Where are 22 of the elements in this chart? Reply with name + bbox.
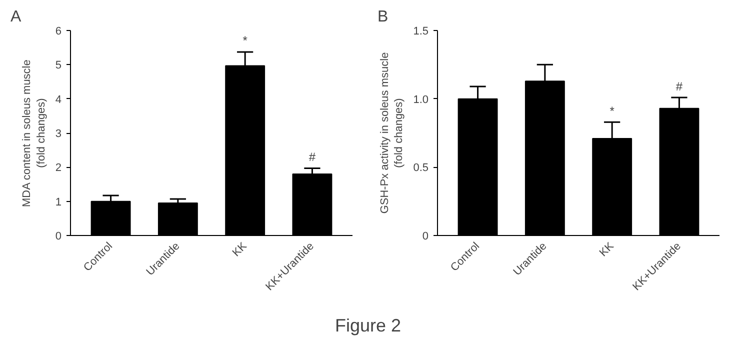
y-tick-label: 1 bbox=[55, 196, 62, 208]
caption: Figure 2 bbox=[334, 316, 402, 336]
y-tick-label: 6 bbox=[55, 26, 62, 38]
y-tick-label: 2 bbox=[55, 162, 62, 174]
y-axis-title: GSH-Px activity in soleus msucle (fold changes) bbox=[378, 52, 406, 214]
y-tick-label: 5 bbox=[55, 60, 62, 72]
y-tick-label: 3 bbox=[55, 128, 62, 140]
x-tick-label: KK bbox=[230, 240, 250, 260]
x-tick-label: KK bbox=[597, 240, 617, 260]
y-tick-label: 0.5 bbox=[413, 162, 429, 174]
chart-title: A bbox=[10, 8, 22, 26]
y-tick-label: 0 bbox=[55, 230, 62, 242]
annotation: # bbox=[676, 79, 683, 94]
y-tick-label: 0 bbox=[422, 230, 429, 242]
annotation: * bbox=[610, 104, 615, 118]
y-axis-title: MDA content in soleus muscle (fold changes) bbox=[20, 60, 48, 207]
y-tick-label: 4 bbox=[55, 94, 62, 106]
annotation: * bbox=[242, 34, 248, 48]
y-tick-label: 1.0 bbox=[413, 94, 429, 106]
y-tick-label: 1.5 bbox=[413, 26, 429, 38]
annotation: # bbox=[308, 150, 316, 164]
chart-title: B bbox=[378, 8, 388, 26]
